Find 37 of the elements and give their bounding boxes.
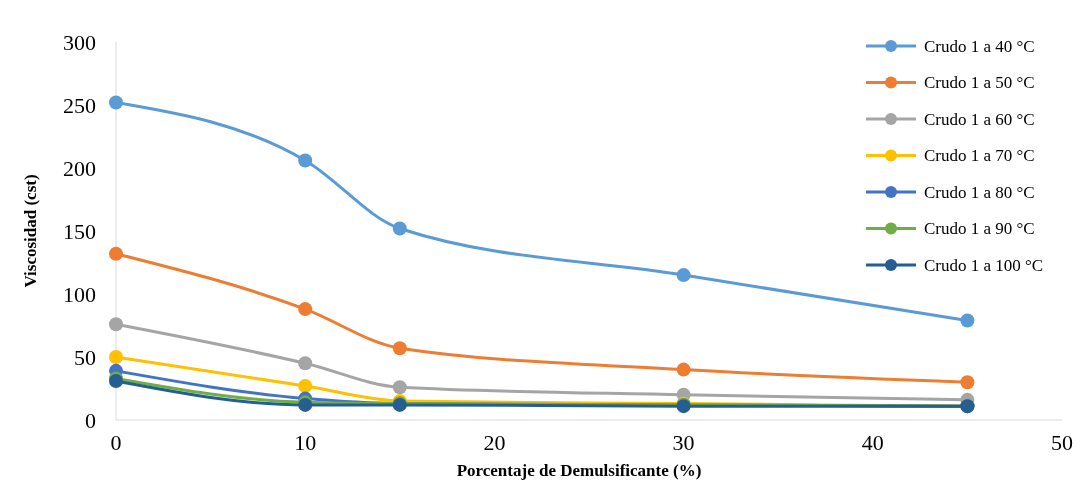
point	[298, 378, 313, 393]
x-tick-label: 10	[294, 430, 317, 455]
legend-label: Crudo 1 a 40 °C	[924, 36, 1035, 56]
point	[298, 356, 313, 371]
y-tick-label: 250	[63, 92, 96, 118]
legend-label: Crudo 1 a 90 °C	[924, 219, 1035, 238]
legend-label: Crudo 1 a 100 °C	[924, 255, 1044, 275]
point	[109, 350, 123, 364]
point	[109, 95, 123, 110]
x-tick-label: 50	[1051, 430, 1073, 455]
legend-label: Crudo 1 a 80 °C	[924, 182, 1035, 202]
y-tick-label: 300	[63, 29, 96, 55]
point	[960, 375, 975, 390]
x-axis-title: Porcentaje de Demulsificante (%)	[456, 461, 702, 480]
point	[676, 268, 691, 283]
point	[676, 362, 691, 377]
point	[109, 317, 123, 332]
y-tick-label: 150	[63, 218, 96, 244]
y-axis-title: Viscosidad (cst)	[21, 174, 40, 288]
point	[392, 221, 407, 236]
x-tick-label: 0	[110, 430, 122, 455]
point	[109, 246, 123, 261]
x-tick-label: 30	[672, 430, 695, 455]
y-tick-label: 0	[85, 407, 96, 433]
point	[392, 341, 407, 356]
x-tick-label: 40	[861, 430, 884, 455]
y-tick-label: 50	[74, 344, 96, 370]
y-tick-label: 200	[63, 155, 96, 181]
legend-label: Crudo 1 a 70 °C	[924, 146, 1035, 165]
legend-label: Crudo 1 a 50 °C	[924, 73, 1035, 92]
point	[298, 153, 313, 168]
y-tick-label: 100	[63, 281, 96, 307]
point	[392, 380, 407, 395]
point	[960, 313, 975, 328]
point	[298, 302, 313, 317]
legend-label: Crudo 1 a 60 °C	[924, 109, 1035, 129]
x-tick-label: 20	[483, 430, 506, 455]
